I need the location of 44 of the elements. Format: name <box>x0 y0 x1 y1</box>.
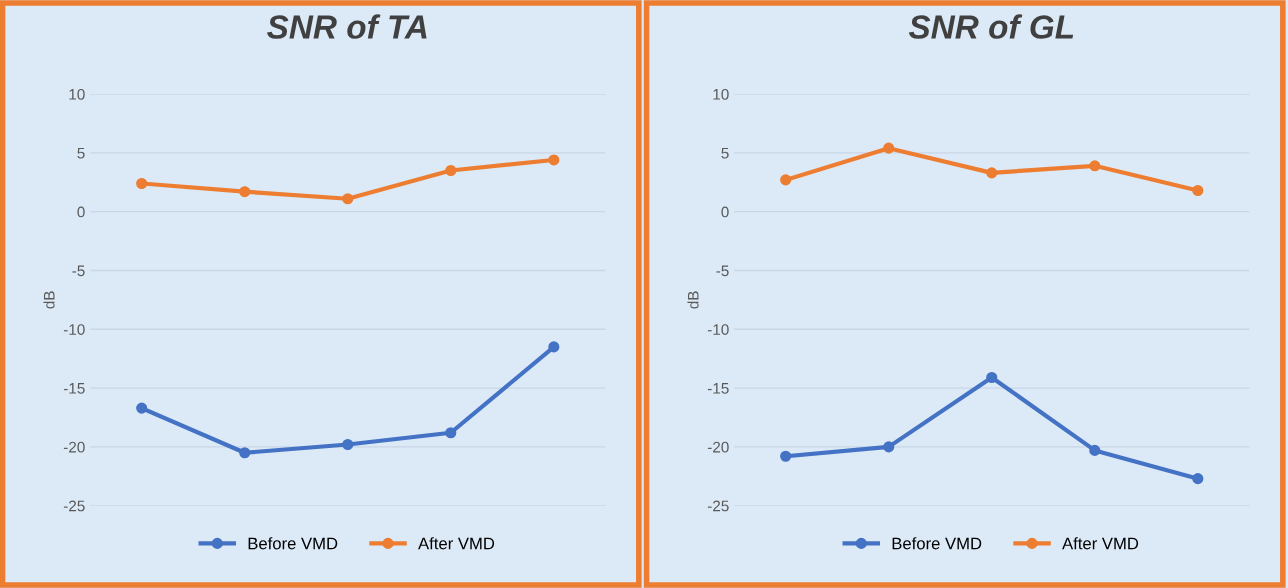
y-tick-label: -5 <box>72 265 85 277</box>
point <box>445 427 457 439</box>
point <box>342 193 354 205</box>
point <box>136 177 148 190</box>
y-tick-label: 10 <box>69 88 85 100</box>
point <box>548 341 560 353</box>
point <box>780 450 792 462</box>
y-axis-title: dB <box>687 291 699 309</box>
y-tick-label: 5 <box>77 147 85 159</box>
chart-title: SNR of TA <box>267 14 427 39</box>
y-tick-label: 5 <box>721 147 729 159</box>
point <box>239 186 251 198</box>
point <box>986 371 998 384</box>
point <box>445 164 457 177</box>
point <box>986 167 998 179</box>
point <box>1089 444 1101 456</box>
y-tick-label: 10 <box>713 88 729 100</box>
point <box>780 174 792 186</box>
point <box>1192 473 1204 485</box>
point <box>239 447 251 459</box>
point <box>1089 160 1101 172</box>
y-tick-label: -20 <box>63 441 85 453</box>
point <box>548 154 560 166</box>
legend-label: After VMD <box>1062 537 1139 550</box>
legend-label: Before VMD <box>248 537 338 550</box>
legend-label: After VMD <box>418 537 495 550</box>
point <box>136 402 148 414</box>
y-tick-label: -20 <box>707 441 729 453</box>
y-tick-label: -15 <box>707 383 729 394</box>
y-tick-label: 0 <box>721 206 729 218</box>
point <box>883 142 895 154</box>
point <box>883 441 895 453</box>
y-axis-title: dB <box>43 291 55 309</box>
y-tick-label: -10 <box>63 324 85 335</box>
y-tick-label: -10 <box>707 324 729 335</box>
point <box>1192 184 1204 197</box>
y-tick-label: 0 <box>77 206 85 218</box>
point <box>342 438 354 451</box>
y-tick-label: -15 <box>63 383 85 394</box>
chart-title: SNR of GL <box>908 14 1074 39</box>
y-tick-label: -25 <box>63 500 85 512</box>
legend-label: Before VMD <box>892 537 982 550</box>
y-tick-label: -25 <box>707 500 729 512</box>
y-tick-label: -5 <box>716 265 729 277</box>
